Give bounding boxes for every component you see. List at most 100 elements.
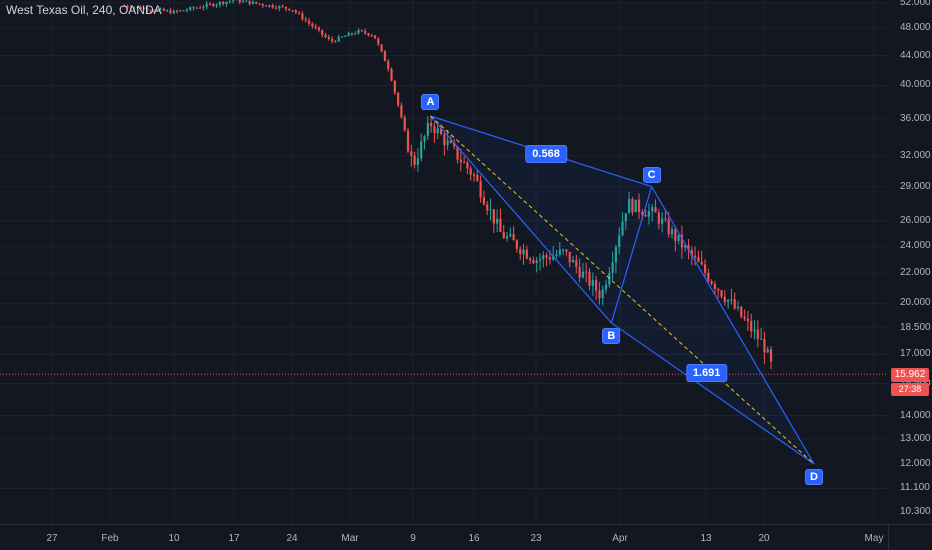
candle-up bbox=[730, 299, 733, 301]
ac-ratio-label[interactable]: 0.568 bbox=[525, 145, 567, 164]
pattern-point-a-label[interactable]: A bbox=[421, 93, 440, 110]
candle-down bbox=[175, 10, 179, 12]
candle-up bbox=[228, 1, 231, 3]
candle-down bbox=[281, 6, 284, 8]
candle-down bbox=[433, 126, 436, 134]
price-tick-label: 18.500 bbox=[900, 321, 931, 333]
candle-down bbox=[406, 130, 410, 152]
candle-up bbox=[179, 10, 182, 12]
candle-down bbox=[654, 207, 657, 213]
candle-up bbox=[423, 136, 426, 142]
candle-down bbox=[321, 29, 324, 35]
candle-up bbox=[185, 9, 189, 11]
pattern-point-b-label[interactable]: B bbox=[602, 327, 621, 344]
candle-up bbox=[232, 0, 235, 2]
candle-up bbox=[604, 284, 608, 290]
candle-up bbox=[542, 255, 545, 260]
candle-down bbox=[298, 12, 301, 14]
time-tick-label: Feb bbox=[101, 533, 119, 544]
candle-up bbox=[496, 218, 499, 224]
time-tick-label: 20 bbox=[758, 533, 770, 544]
candle-down bbox=[707, 272, 710, 282]
time-tick-label: 9 bbox=[410, 533, 416, 544]
candle-down bbox=[311, 23, 314, 27]
candle-down bbox=[284, 6, 288, 9]
candle-down bbox=[644, 214, 647, 217]
candle-down bbox=[212, 3, 215, 7]
candle-down bbox=[733, 299, 736, 309]
candle-down bbox=[294, 10, 297, 13]
candle-up bbox=[357, 30, 360, 34]
price-tick-label: 48.000 bbox=[900, 22, 931, 34]
candle-down bbox=[575, 259, 578, 267]
candle-down bbox=[598, 290, 601, 299]
candle-down bbox=[248, 0, 251, 5]
candle-down bbox=[585, 271, 588, 273]
candle-up bbox=[347, 33, 350, 37]
price-tick-label: 12.000 bbox=[900, 457, 931, 469]
candle-down bbox=[595, 280, 598, 291]
candle-up bbox=[489, 209, 492, 211]
candle-down bbox=[565, 249, 568, 252]
candle-down bbox=[512, 234, 515, 241]
last-price-badge: 15.962 bbox=[891, 368, 929, 382]
candle-down bbox=[700, 261, 703, 265]
candle-up bbox=[218, 1, 222, 5]
candle-up bbox=[766, 349, 769, 353]
candle-down bbox=[334, 41, 337, 43]
candle-up bbox=[614, 247, 618, 263]
candle-down bbox=[469, 168, 472, 175]
candle-down bbox=[568, 251, 571, 263]
candle-down bbox=[641, 211, 644, 215]
symbol-title[interactable]: West Texas Oil, 240, OANDA bbox=[6, 3, 162, 17]
candle-down bbox=[703, 264, 707, 273]
candle-down bbox=[192, 7, 195, 9]
candle-down bbox=[304, 19, 307, 21]
candle-down bbox=[713, 283, 717, 289]
pattern-point-c-label[interactable]: C bbox=[642, 166, 661, 183]
candle-up bbox=[205, 3, 208, 8]
candle-down bbox=[129, 7, 132, 9]
bd-ratio-label[interactable]: 1.691 bbox=[685, 364, 728, 383]
candle-up bbox=[591, 280, 594, 286]
price-tick-label: 22.000 bbox=[900, 267, 931, 279]
harmonic-pattern-drawing[interactable] bbox=[429, 115, 815, 465]
candle-down bbox=[687, 245, 690, 250]
candle-up bbox=[562, 249, 565, 251]
candle-down bbox=[397, 92, 400, 106]
candle-up bbox=[426, 122, 429, 137]
price-axis[interactable]: 52.000 48.000 44.000 40.000 36.000 32.000 29.0… bbox=[888, 0, 932, 524]
candle-up bbox=[420, 141, 423, 159]
time-axis[interactable]: 27 Feb 10 17 24 Mar 9 16 23 Apr 13 20 May bbox=[0, 524, 888, 550]
time-tick-label: 24 bbox=[286, 533, 298, 544]
candle-down bbox=[657, 212, 660, 224]
candle-down bbox=[453, 142, 456, 147]
price-tick-label: 14.000 bbox=[900, 409, 931, 421]
candle-down bbox=[479, 180, 482, 198]
candle-up bbox=[505, 236, 509, 239]
candle-down bbox=[763, 338, 766, 353]
candle-down bbox=[664, 218, 667, 220]
candle-down bbox=[152, 10, 156, 12]
candle-up bbox=[670, 229, 674, 235]
candle-down bbox=[769, 349, 773, 362]
candle-down bbox=[667, 219, 670, 235]
candle-down bbox=[472, 174, 476, 176]
candle-down bbox=[463, 162, 466, 164]
candle-down bbox=[525, 249, 528, 259]
candle-down bbox=[740, 306, 743, 317]
candle-down bbox=[400, 105, 403, 118]
candle-up bbox=[278, 6, 281, 9]
candle-up bbox=[522, 249, 525, 255]
candle-down bbox=[123, 6, 126, 8]
candle-up bbox=[202, 7, 205, 9]
candle-down bbox=[327, 37, 330, 40]
price-tick-label: 32.000 bbox=[900, 149, 931, 161]
time-tick-label: Apr bbox=[612, 533, 628, 544]
price-tick-label: 26.000 bbox=[900, 214, 931, 226]
pattern-point-d-label[interactable]: D bbox=[805, 468, 823, 485]
time-tick-label: 13 bbox=[700, 533, 712, 544]
candle-up bbox=[172, 10, 175, 14]
